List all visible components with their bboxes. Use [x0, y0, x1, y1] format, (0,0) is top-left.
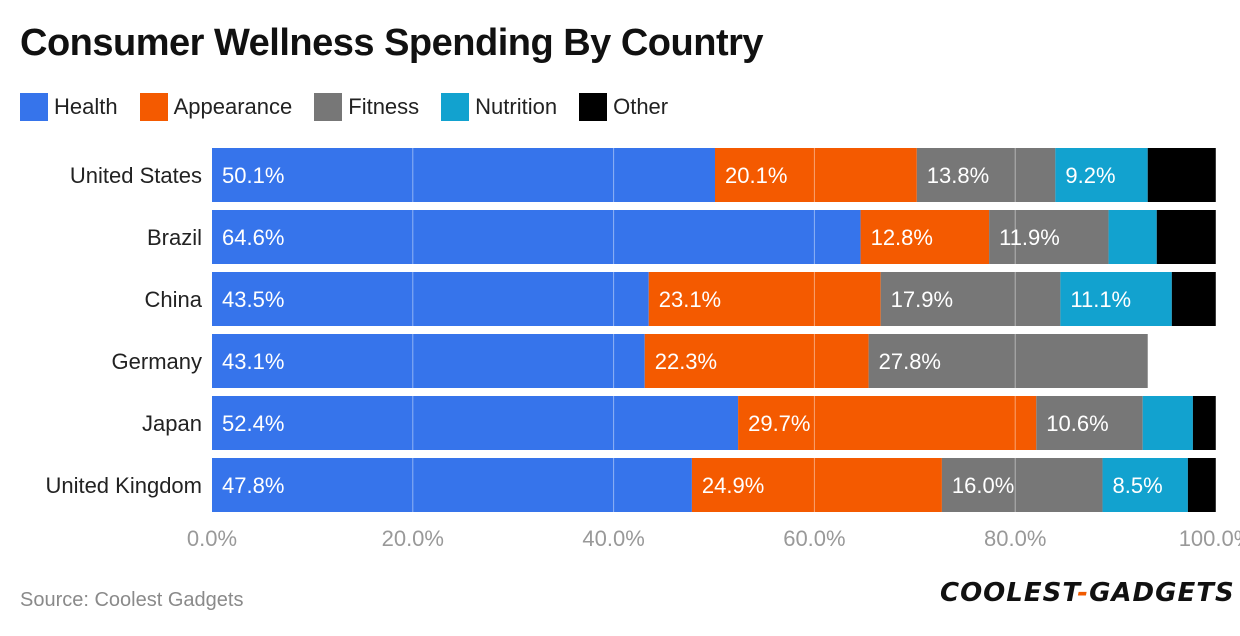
- legend-swatch-health: [20, 93, 48, 121]
- legend-swatch-nutrition: [441, 93, 470, 121]
- legend-label-health: Health: [54, 94, 118, 119]
- data-label-united-kingdom-appearance: 24.9%: [702, 473, 764, 498]
- bar-japan-nutrition: [1142, 396, 1193, 450]
- data-label-japan-fitness: 10.6%: [1046, 411, 1108, 436]
- bar-china-health: [212, 272, 649, 326]
- category-label-united-kingdom: United Kingdom: [45, 473, 202, 498]
- category-label-japan: Japan: [142, 411, 202, 436]
- legend-label-fitness: Fitness: [348, 94, 420, 119]
- bar-united-states-fitness: [916, 148, 1056, 202]
- data-label-germany-appearance: 22.3%: [655, 349, 717, 374]
- bar-japan-fitness: [1036, 396, 1143, 450]
- data-label-united-states-health: 50.1%: [222, 163, 284, 188]
- data-label-china-health: 43.5%: [222, 287, 284, 312]
- data-label-united-kingdom-health: 47.8%: [222, 473, 284, 498]
- bar-united-states-other: [1147, 148, 1216, 202]
- legend-item-fitness: Fitness: [314, 93, 419, 121]
- x-tick-label-1: 20.0%: [382, 526, 444, 551]
- category-label-united-states: United States: [70, 163, 202, 188]
- legend-item-appearance: Appearance: [139, 93, 293, 121]
- x-tick-label-5: 100.0%: [1179, 526, 1240, 551]
- bar-united-states-appearance: [715, 148, 917, 202]
- data-label-china-nutrition: 11.1%: [1070, 287, 1131, 312]
- bar-japan-other: [1192, 396, 1216, 450]
- bar-germany-fitness: [868, 334, 1148, 388]
- legend-swatch-fitness: [314, 93, 343, 121]
- bar-brazil-fitness: [989, 210, 1109, 264]
- bar-brazil-nutrition: [1108, 210, 1157, 264]
- bar-united-states-health: [212, 148, 716, 202]
- brand-logo: COOLEST-GADGETS: [940, 578, 1235, 608]
- data-label-united-kingdom-nutrition: 8.5%: [1113, 473, 1163, 498]
- legend-label-nutrition: Nutrition: [475, 94, 558, 119]
- source-note: Source: Coolest Gadgets: [20, 589, 244, 611]
- data-label-brazil-health: 64.6%: [222, 225, 284, 250]
- logo-text-left: COOLEST: [940, 578, 1078, 608]
- bar-united-states-nutrition: [1055, 148, 1148, 202]
- bar-brazil-health: [212, 210, 861, 264]
- bar-united-kingdom-nutrition: [1102, 458, 1188, 512]
- data-label-united-states-appearance: 20.1%: [725, 163, 787, 188]
- category-label-brazil: Brazil: [147, 225, 202, 250]
- legend-swatch-other: [579, 93, 608, 121]
- bar-brazil-appearance: [860, 210, 990, 264]
- data-label-china-appearance: 23.1%: [659, 287, 721, 312]
- bar-united-kingdom-appearance: [691, 458, 942, 512]
- bar-germany-appearance: [644, 334, 869, 388]
- data-label-brazil-fitness: 11.9%: [999, 225, 1060, 250]
- legend-item-other: Other: [579, 93, 668, 121]
- bar-germany-health: [212, 334, 645, 388]
- data-label-united-kingdom-fitness: 16.0%: [952, 473, 1014, 498]
- legend-swatch-appearance: [139, 93, 168, 121]
- legend-label-other: Other: [613, 94, 669, 119]
- data-label-united-states-nutrition: 9.2%: [1065, 163, 1115, 188]
- data-label-germany-health: 43.1%: [222, 349, 284, 374]
- data-label-germany-fitness: 27.8%: [879, 349, 941, 374]
- bar-brazil-other: [1156, 210, 1216, 264]
- bar-china-fitness: [880, 272, 1061, 326]
- legend-item-nutrition: Nutrition: [441, 93, 557, 121]
- x-tick-label-0: 0.0%: [187, 526, 237, 551]
- x-tick-label-2: 40.0%: [582, 526, 644, 551]
- data-label-united-states-fitness: 13.8%: [927, 163, 989, 188]
- category-label-china: China: [145, 287, 203, 312]
- bar-japan-health: [212, 396, 739, 450]
- legend-item-health: Health: [20, 93, 118, 121]
- data-label-china-fitness: 17.9%: [891, 287, 953, 312]
- bar-china-appearance: [648, 272, 881, 326]
- bar-japan-appearance: [738, 396, 1037, 450]
- data-label-japan-appearance: 29.7%: [748, 411, 810, 436]
- legend-label-appearance: Appearance: [173, 94, 293, 119]
- x-tick-label-3: 60.0%: [783, 526, 845, 551]
- bar-china-other: [1171, 272, 1216, 326]
- category-label-germany: Germany: [112, 349, 202, 374]
- data-label-brazil-appearance: 12.8%: [871, 225, 933, 250]
- chart-title: Consumer Wellness Spending By Country: [20, 22, 764, 64]
- chart-legend: Health Appearance Fitness Nutrition Othe…: [20, 92, 690, 122]
- bar-united-kingdom-health: [212, 458, 692, 512]
- bar-united-kingdom-fitness: [941, 458, 1103, 512]
- bar-united-kingdom-other: [1187, 458, 1216, 512]
- bar-china-nutrition: [1060, 272, 1172, 326]
- x-tick-label-4: 80.0%: [984, 526, 1046, 551]
- logo-dash: -: [1077, 578, 1090, 608]
- data-label-japan-health: 52.4%: [222, 411, 284, 436]
- logo-text-right: GADGETS: [1089, 578, 1235, 608]
